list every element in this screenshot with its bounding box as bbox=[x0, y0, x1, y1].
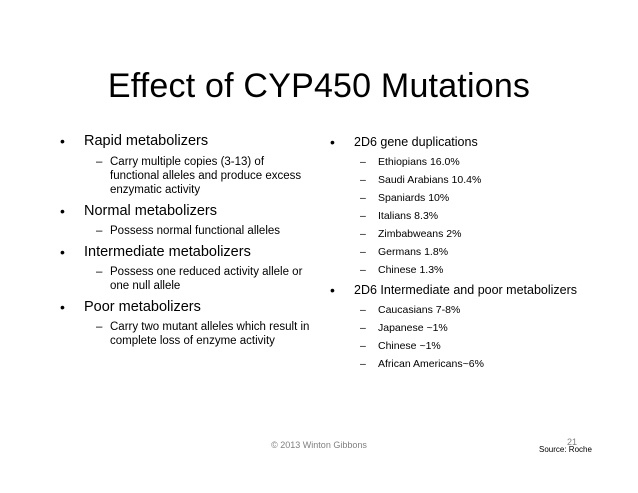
bullet-dot: • bbox=[60, 299, 65, 315]
slide-title: Effect of CYP450 Mutations bbox=[107, 67, 531, 105]
dash-marker: – bbox=[360, 340, 366, 352]
bullet-dot: • bbox=[330, 282, 335, 298]
sub-bullet-item: – Carry two mutant alleles which result i… bbox=[60, 320, 320, 348]
dash-marker: – bbox=[360, 322, 366, 334]
dash-marker: – bbox=[360, 246, 366, 258]
left-bullet-list: • Rapid metabolizers – Carry multiple copi… bbox=[60, 130, 310, 348]
sub-bullet-item: – Chinese 1.3% bbox=[330, 264, 620, 277]
sub-bullet-item: – Germans 1.8% bbox=[330, 246, 620, 259]
bullet-dot: • bbox=[60, 133, 65, 149]
dash-marker: – bbox=[360, 210, 366, 222]
sub-bullet-item: – Saudi Arabians 10.4% bbox=[330, 174, 620, 187]
dash-marker: – bbox=[360, 228, 366, 240]
bullet-dot: • bbox=[60, 244, 65, 260]
page-number: 21 bbox=[567, 437, 578, 447]
sub-bullet-text: Possess normal functional alleles bbox=[110, 225, 281, 237]
bullet-item: • Intermediate metabolizers bbox=[60, 243, 310, 262]
bullet-dot: • bbox=[60, 203, 65, 219]
dash-marker: – bbox=[96, 156, 103, 168]
dash-marker: – bbox=[96, 225, 103, 237]
dash-marker: – bbox=[360, 174, 366, 186]
sub-bullet-text: Saudi Arabians 10.4% bbox=[378, 174, 482, 186]
copyright-footer: © 2013 Winton Gibbons bbox=[271, 440, 367, 450]
sub-bullet-text: Germans 1.8% bbox=[378, 246, 449, 258]
bullet-label: Intermediate metabolizers bbox=[84, 244, 251, 260]
sub-bullet-text: Ethiopians 16.0% bbox=[378, 156, 460, 168]
sub-bullet-text: Caucasians 7-8% bbox=[378, 304, 461, 316]
dash-marker: – bbox=[360, 304, 366, 316]
sub-bullet-text: Italians 8.3% bbox=[378, 210, 439, 222]
bullet-dot: • bbox=[330, 134, 335, 150]
bullet-label: 2D6 gene duplications bbox=[354, 135, 478, 149]
bullet-item: • 2D6 gene duplications bbox=[330, 134, 620, 150]
dash-marker: – bbox=[96, 321, 103, 333]
dash-marker: – bbox=[96, 266, 103, 278]
sub-bullet-text: Japanese ~1% bbox=[378, 322, 448, 334]
bullet-label: 2D6 Intermediate and poor metabolizers bbox=[354, 283, 578, 297]
sub-bullet-text: Chinese 1.3% bbox=[378, 264, 444, 276]
right-bullet-list: • 2D6 gene duplications – Ethiopians 16.0%… bbox=[330, 130, 620, 371]
bullet-item: • Rapid metabolizers bbox=[60, 132, 310, 151]
bullet-item: • Normal metabolizers bbox=[60, 202, 310, 221]
sub-bullet-item: – Japanese ~1% bbox=[330, 322, 620, 335]
dash-marker: – bbox=[360, 264, 366, 276]
sub-bullet-item: – Spaniards 10% bbox=[330, 192, 620, 205]
sub-bullet-text: Zimbabweans 2% bbox=[378, 228, 462, 240]
bullet-label: Normal metabolizers bbox=[84, 203, 217, 219]
bullet-label: Rapid metabolizers bbox=[84, 133, 209, 149]
bullet-item: • Poor metabolizers bbox=[60, 298, 310, 317]
sub-bullet-text: Possess one reduced activity allele or o… bbox=[110, 266, 303, 292]
sub-bullet-item: – Possess one reduced activity allele or … bbox=[60, 265, 310, 293]
sub-bullet-item: – Carry multiple copies (3-13) of functio… bbox=[60, 155, 310, 197]
sub-bullet-item: – Ethiopians 16.0% bbox=[330, 156, 620, 169]
bullet-label: Poor metabolizers bbox=[84, 299, 201, 315]
dash-marker: – bbox=[360, 156, 366, 168]
source-note: Source: Roche bbox=[539, 445, 592, 454]
sub-bullet-item: – Italians 8.3% bbox=[330, 210, 620, 223]
sub-bullet-item: – Caucasians 7-8% bbox=[330, 304, 620, 317]
sub-bullet-text: Spaniards 10% bbox=[378, 192, 450, 204]
sub-bullet-text: Carry multiple copies (3-13) of function… bbox=[110, 156, 302, 196]
dash-marker: – bbox=[360, 192, 366, 204]
sub-bullet-text: Carry two mutant alleles which result in… bbox=[110, 321, 310, 347]
bullet-item: • 2D6 Intermediate and poor metabolizers bbox=[330, 282, 620, 298]
sub-bullet-item: – Possess normal functional alleles bbox=[60, 224, 310, 238]
sub-bullet-item: – Chinese ~1% bbox=[330, 340, 620, 353]
sub-bullet-item: – Zimbabweans 2% bbox=[330, 228, 620, 241]
sub-bullet-text: African Americans~6% bbox=[378, 358, 484, 370]
dash-marker: – bbox=[360, 358, 366, 370]
sub-bullet-text: Chinese ~1% bbox=[378, 340, 441, 352]
sub-bullet-item: – African Americans~6% bbox=[330, 358, 620, 371]
